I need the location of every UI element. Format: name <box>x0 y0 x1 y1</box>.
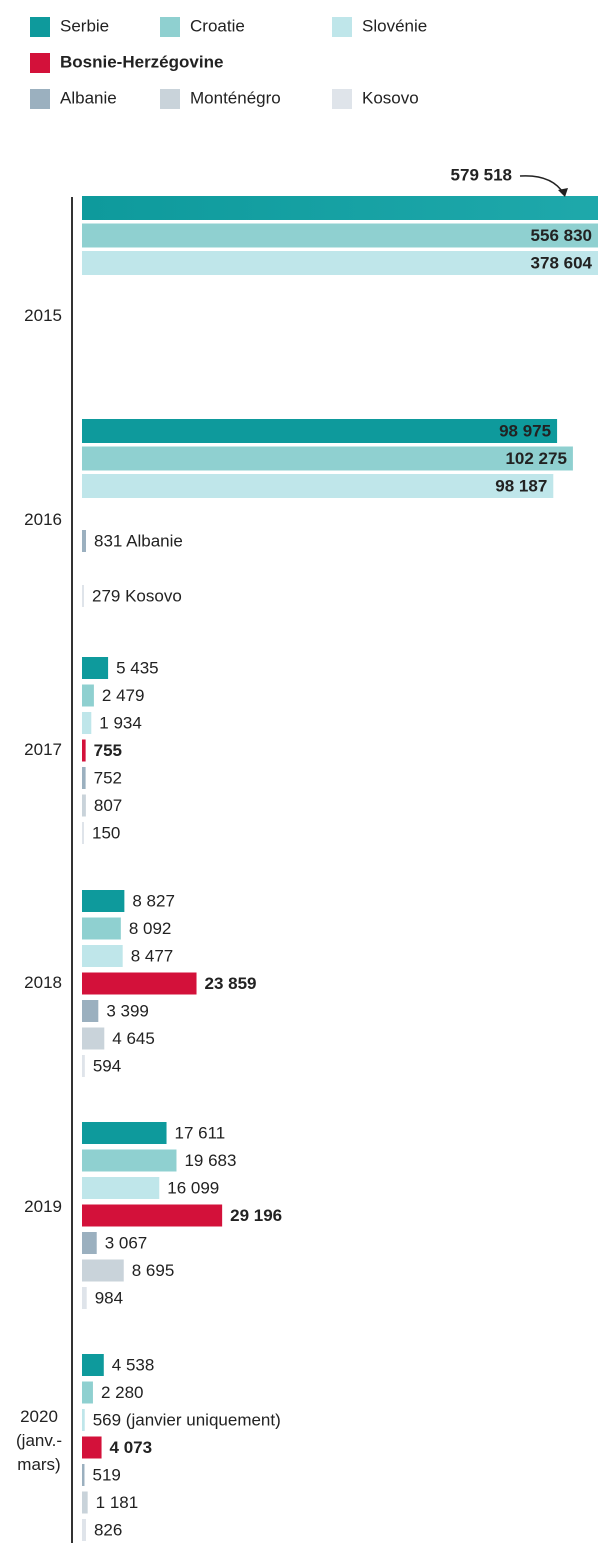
bar <box>82 739 86 762</box>
bar <box>82 684 94 707</box>
value-label: 378 604 <box>531 253 593 272</box>
bar <box>82 1122 167 1144</box>
legend-label: Serbie <box>60 16 109 35</box>
bar <box>82 972 197 995</box>
value-label: 8 827 <box>132 891 175 910</box>
value-label: 98 975 <box>499 421 551 440</box>
legend-label: Albanie <box>60 88 117 107</box>
value-label: 8 477 <box>131 946 174 965</box>
value-label: 19 683 <box>184 1151 236 1170</box>
value-label: 5 435 <box>116 658 159 677</box>
value-label: 98 187 <box>495 476 547 495</box>
bar <box>82 1055 85 1077</box>
legend-swatch <box>30 17 50 37</box>
value-label: 4 073 <box>110 1438 153 1457</box>
year-label: 2019 <box>24 1197 62 1216</box>
legend-swatch <box>160 89 180 109</box>
value-label: 23 859 <box>205 974 257 993</box>
value-label: 29 196 <box>230 1206 282 1225</box>
value-label: 752 <box>94 768 122 787</box>
year-label: 2015 <box>24 306 62 325</box>
bar <box>82 767 86 789</box>
value-label: 3 399 <box>106 1001 149 1020</box>
value-label: 807 <box>94 796 122 815</box>
value-label: 1 181 <box>96 1493 139 1512</box>
value-label: 3 067 <box>105 1233 148 1252</box>
value-label: 519 <box>92 1465 120 1484</box>
value-label: 16 099 <box>167 1178 219 1197</box>
value-label: 150 <box>92 823 120 842</box>
bar <box>82 1027 105 1050</box>
value-label: 4 645 <box>112 1029 155 1048</box>
value-label: 8 092 <box>129 919 172 938</box>
year-label: 2018 <box>24 973 62 992</box>
legend-label: Croatie <box>190 16 245 35</box>
bar <box>82 917 121 940</box>
bar <box>82 196 598 220</box>
legend-swatch <box>160 17 180 37</box>
arrow-head <box>558 188 568 197</box>
bar <box>82 585 84 607</box>
bar <box>82 1519 86 1541</box>
value-label: 279 Kosovo <box>92 586 182 605</box>
value-label: 594 <box>93 1056 121 1075</box>
bar <box>82 530 86 552</box>
legend-swatch <box>30 53 50 73</box>
legend-label: Monténégro <box>190 88 281 107</box>
legend-label: Bosnie-Herzégovine <box>60 52 223 71</box>
value-label: 569 (janvier uniquement) <box>93 1410 281 1429</box>
legend-label: Kosovo <box>362 88 419 107</box>
bar <box>82 1204 223 1227</box>
bar <box>82 251 598 275</box>
bar <box>82 1259 124 1282</box>
bar <box>82 794 86 817</box>
bar <box>82 1491 88 1514</box>
year-label: 2016 <box>24 510 62 529</box>
bar <box>82 1232 97 1254</box>
bar <box>82 657 109 679</box>
bar <box>82 1464 85 1486</box>
year-label: 2020 (janv.- mars) <box>16 1407 62 1474</box>
bar <box>82 1287 87 1309</box>
value-label: 17 611 <box>175 1123 226 1142</box>
value-label: 556 830 <box>531 226 592 245</box>
value-label: 8 695 <box>132 1261 175 1280</box>
value-label: 2 479 <box>102 686 145 705</box>
legend-swatch <box>332 17 352 37</box>
legend-swatch <box>332 89 352 109</box>
legend-swatch <box>30 89 50 109</box>
bar <box>82 1149 177 1172</box>
bar <box>82 223 598 248</box>
value-label: 2 280 <box>101 1383 144 1402</box>
value-label: 755 <box>94 741 122 760</box>
bar <box>82 446 573 471</box>
bar <box>82 1409 85 1431</box>
bar <box>82 1354 104 1376</box>
value-label: 102 275 <box>505 449 566 468</box>
year-label: 2017 <box>24 740 62 759</box>
bar <box>82 945 123 967</box>
value-label: 826 <box>94 1520 122 1539</box>
bar <box>82 890 125 912</box>
value-label: 1 934 <box>99 713 142 732</box>
bar <box>82 474 554 498</box>
value-label: 831 Albanie <box>94 531 183 550</box>
bar <box>82 1436 102 1459</box>
bar <box>82 1177 160 1199</box>
arrow <box>519 175 565 195</box>
bar <box>82 419 558 443</box>
value-label: 984 <box>95 1288 123 1307</box>
value-label: 579 518 <box>451 165 512 184</box>
value-label: 4 538 <box>112 1355 155 1374</box>
legend-label: Slovénie <box>362 16 427 35</box>
bar <box>82 822 84 844</box>
bar <box>82 712 92 734</box>
bar <box>82 1000 99 1022</box>
bar <box>82 1381 93 1404</box>
